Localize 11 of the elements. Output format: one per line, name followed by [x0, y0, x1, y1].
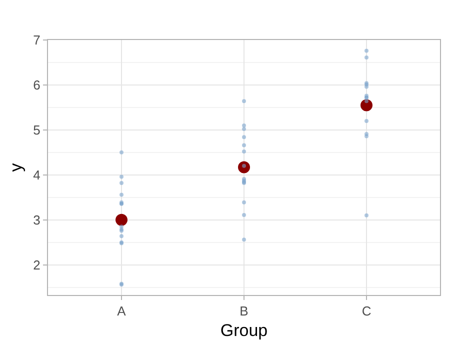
x-tick-label: B: [240, 304, 248, 319]
y-axis-title: y: [6, 162, 26, 172]
y-tick-label: 4: [33, 167, 40, 182]
y-tick-label: 5: [33, 122, 40, 138]
x-axis-title: Group: [220, 321, 268, 340]
y-tick-label: 2: [33, 257, 40, 272]
x-tick-label: A: [117, 304, 126, 319]
x-tick-label: C: [362, 304, 372, 319]
y-tick-label: 6: [33, 78, 40, 93]
y-tick-label: 3: [33, 212, 40, 228]
y-tick-label: 7: [33, 32, 40, 48]
